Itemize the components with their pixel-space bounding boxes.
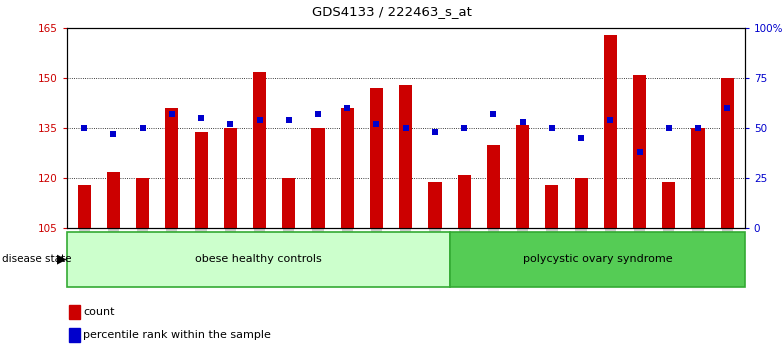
- Point: [487, 112, 499, 117]
- Point: [604, 118, 616, 123]
- Point: [691, 126, 704, 131]
- Bar: [223, 129, 237, 228]
- Text: disease state: disease state: [2, 254, 71, 264]
- Bar: [67, 232, 450, 287]
- Point: [458, 126, 470, 131]
- Point: [78, 126, 90, 131]
- Bar: [487, 145, 500, 228]
- Bar: [720, 78, 734, 228]
- Point: [429, 130, 441, 135]
- Bar: [575, 178, 588, 228]
- Text: obese healthy controls: obese healthy controls: [195, 254, 321, 264]
- Bar: [68, 305, 79, 319]
- Point: [575, 136, 587, 141]
- Point: [253, 118, 266, 123]
- Bar: [78, 185, 91, 228]
- Text: count: count: [83, 307, 114, 317]
- Bar: [253, 72, 266, 228]
- Bar: [107, 172, 120, 228]
- Point: [224, 121, 237, 127]
- Point: [341, 105, 354, 111]
- Point: [370, 121, 383, 127]
- Point: [662, 126, 675, 131]
- Text: GDS4133 / 222463_s_at: GDS4133 / 222463_s_at: [312, 5, 472, 18]
- Point: [721, 105, 734, 111]
- Bar: [546, 185, 558, 228]
- Bar: [399, 85, 412, 228]
- Point: [633, 149, 646, 155]
- Point: [546, 126, 558, 131]
- Bar: [68, 328, 79, 342]
- Bar: [165, 108, 179, 228]
- Bar: [311, 129, 325, 228]
- Text: polycystic ovary syndrome: polycystic ovary syndrome: [523, 254, 672, 264]
- Point: [399, 126, 412, 131]
- Point: [312, 112, 325, 117]
- Point: [107, 131, 120, 137]
- Point: [165, 112, 178, 117]
- Text: percentile rank within the sample: percentile rank within the sample: [83, 330, 271, 340]
- Point: [136, 126, 149, 131]
- Bar: [450, 232, 745, 287]
- Bar: [194, 132, 208, 228]
- Bar: [691, 129, 705, 228]
- Point: [282, 118, 295, 123]
- Point: [195, 115, 208, 121]
- Bar: [662, 182, 675, 228]
- Bar: [604, 35, 617, 228]
- Bar: [282, 178, 296, 228]
- Bar: [136, 178, 149, 228]
- Bar: [516, 125, 529, 228]
- Bar: [458, 175, 470, 228]
- Bar: [633, 75, 646, 228]
- Point: [517, 120, 529, 125]
- Text: ▶: ▶: [57, 253, 67, 266]
- Bar: [428, 182, 441, 228]
- Bar: [341, 108, 354, 228]
- Bar: [370, 88, 383, 228]
